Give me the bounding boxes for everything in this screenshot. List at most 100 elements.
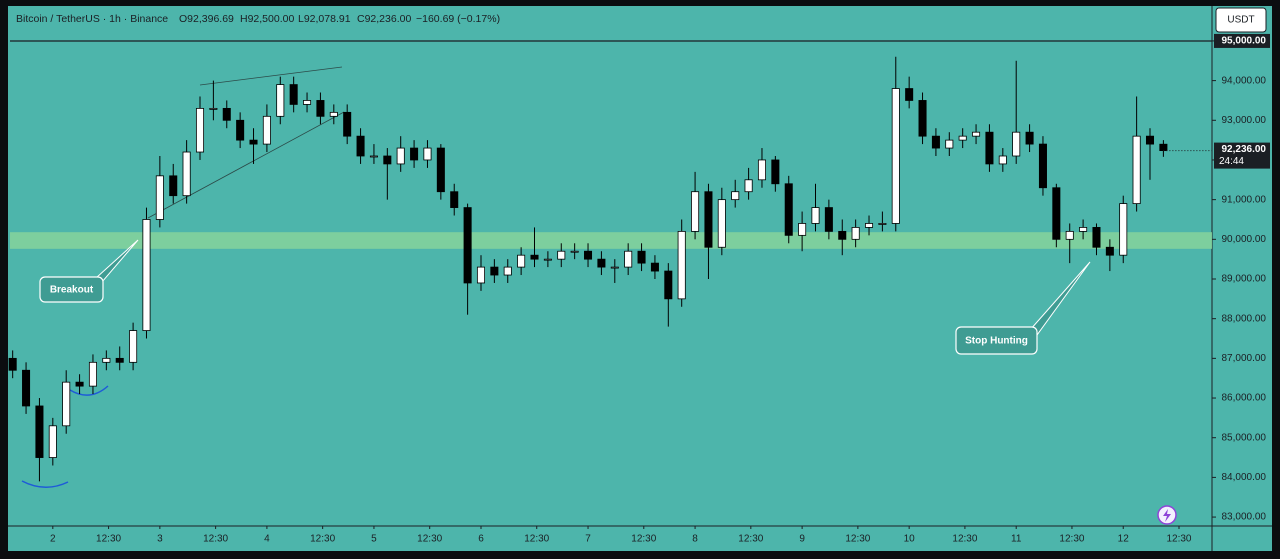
candle-body: [369, 155, 378, 158]
x-tick-label: 6: [478, 534, 484, 545]
candle-body: [985, 131, 994, 165]
candle-body: [276, 84, 285, 117]
y-tick-label: 87,000.00: [1222, 353, 1267, 364]
candle-body: [570, 250, 579, 253]
x-tick-label: 12:30: [524, 534, 549, 545]
candles: [8, 56, 1168, 482]
y-tick-label: 84,000.00: [1222, 472, 1267, 483]
y-tick-highlight: [1214, 33, 1270, 48]
candle-body: [155, 175, 164, 220]
y-tick-label: 83,000.00: [1222, 512, 1267, 523]
candle-body: [289, 84, 298, 105]
candle-body: [838, 230, 847, 240]
y-tick-label: 95,000.00: [1222, 36, 1267, 47]
candle-body: [75, 381, 84, 387]
y-tick-label: 89,000.00: [1222, 274, 1267, 285]
candle-body: [35, 405, 44, 458]
overlay: Breakout Stop Hunting: [39, 239, 1091, 355]
candle-body: [731, 191, 740, 201]
candle-body: [169, 175, 178, 197]
x-tick-label: 12:30: [203, 534, 228, 545]
candle-body: [236, 119, 245, 141]
candle-body: [129, 330, 138, 363]
x-tick-label: 11: [1011, 534, 1022, 545]
alert-bolt: [1163, 509, 1171, 522]
callout-box: [955, 326, 1038, 355]
candle-body: [1145, 135, 1155, 145]
x-tick-label: 12:30: [417, 534, 442, 545]
x-tick-label: 8: [692, 534, 698, 545]
candle-body: [436, 147, 445, 193]
x-tick-label: 12:30: [952, 534, 977, 545]
candle-body: [998, 155, 1007, 165]
annotation: Breakout: [50, 285, 94, 296]
candle-body: [316, 100, 325, 117]
currency-button[interactable]: [1215, 7, 1267, 33]
candle-body: [490, 266, 499, 276]
candle-body: [624, 250, 633, 268]
candle-body: [891, 88, 900, 224]
candle-body: [691, 191, 700, 232]
candle-body: [476, 266, 486, 284]
candle-body: [664, 270, 673, 300]
support-zone: [10, 232, 1212, 249]
candle-body: [798, 223, 807, 236]
candle-body: [115, 357, 124, 363]
candle-body: [918, 100, 927, 137]
candle-body: [610, 266, 619, 269]
y-tick-label: 86,000.00: [1222, 393, 1267, 404]
candle-body: [62, 381, 71, 427]
candle-body: [209, 107, 218, 110]
candle-body: [1132, 135, 1141, 205]
y-tick-label: 90,000.00: [1222, 234, 1267, 245]
x-tick-label: 12:30: [96, 534, 121, 545]
candle-body: [102, 357, 111, 363]
candle-body: [530, 254, 539, 260]
y-tick-label: 91,000.00: [1222, 194, 1267, 205]
candle-body: [931, 135, 940, 149]
bottom-arc: [21, 480, 69, 488]
ohlc-high: H92,500.00: [240, 13, 294, 25]
candle-body: [557, 250, 566, 260]
candle-body: [249, 139, 258, 145]
candle-body: [677, 230, 686, 300]
candle-body: [1079, 227, 1088, 232]
candle-body: [958, 135, 967, 141]
ohlc-change: −160.69 (−0.17%): [416, 13, 500, 25]
candle-body: [717, 199, 726, 248]
x-tick-label: 9: [799, 534, 805, 545]
x-tick-label: 4: [264, 534, 270, 545]
x-tick-label: 12:30: [845, 534, 870, 545]
last-price-label: 92,236.00: [1222, 144, 1267, 155]
x-tick-label: 5: [371, 534, 377, 545]
candle-body: [757, 159, 766, 181]
candle-body: [637, 250, 646, 264]
ohlc-close: C92,236.00: [357, 13, 411, 25]
candle-body: [222, 107, 231, 121]
bottom-arc: [69, 385, 109, 396]
y-tick-label: 88,000.00: [1222, 313, 1267, 324]
candle-body: [396, 147, 405, 165]
candle-body: [423, 147, 432, 161]
candle-body: [811, 207, 820, 224]
ohlc-low: L92,078.91: [298, 13, 351, 25]
candle-body: [356, 135, 365, 157]
candle-body: [410, 147, 419, 161]
candle-body: [1092, 227, 1101, 248]
candle-body: [48, 425, 57, 458]
candle-body: [1105, 246, 1114, 256]
x-tick-label: 2: [50, 534, 56, 545]
x-tick-label: 12:30: [1059, 534, 1084, 545]
candle-body: [650, 262, 659, 272]
y-tick-label: 94,000.00: [1222, 75, 1267, 86]
candle-body: [503, 266, 512, 276]
price-axis: 83,000.00 84,000.00 85,000.00 86,000.00 87,0…: [1163, 33, 1270, 523]
candle-body: [1159, 143, 1168, 152]
candle-body: [142, 219, 151, 331]
candle-body: [383, 155, 392, 165]
trendline: [147, 111, 345, 219]
countdown: 24:44: [1219, 156, 1244, 167]
candle-body: [8, 357, 17, 371]
currency-label: USDT: [1227, 15, 1254, 26]
